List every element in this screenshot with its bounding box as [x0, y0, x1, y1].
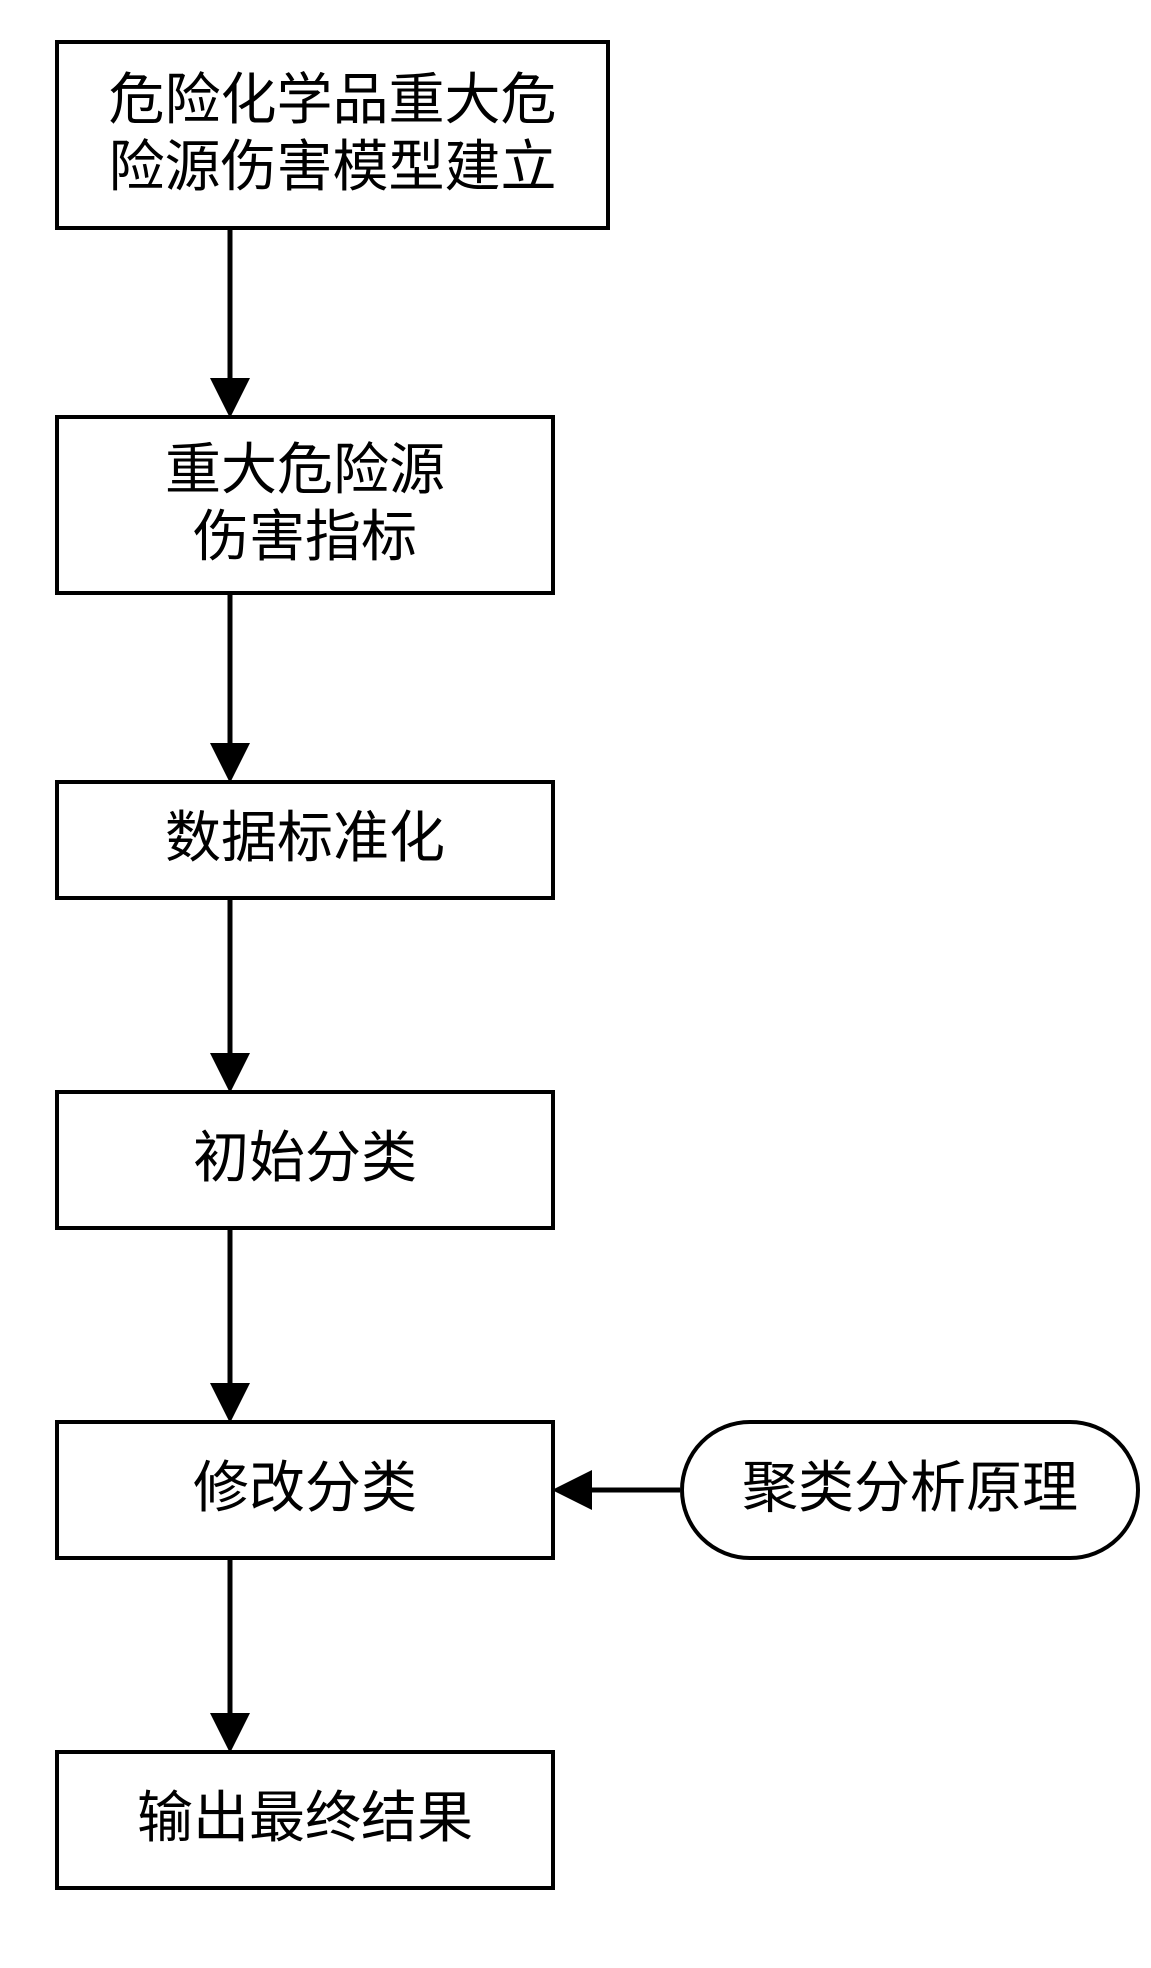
node-label: 初始分类	[193, 1126, 417, 1193]
node-output-result: 输出最终结果	[55, 1750, 555, 1890]
node-label: 修改分类	[193, 1456, 417, 1523]
node-modify-classification: 修改分类	[55, 1420, 555, 1560]
node-label: 数据标准化	[165, 806, 445, 873]
node-model-establishment: 危险化学品重大危险源伤害模型建立	[55, 40, 610, 230]
flowchart-canvas: 危险化学品重大危险源伤害模型建立 重大危险源伤害指标 数据标准化 初始分类 修改…	[0, 0, 1151, 1968]
node-initial-classification: 初始分类	[55, 1090, 555, 1230]
node-data-standardization: 数据标准化	[55, 780, 555, 900]
node-hazard-indicators: 重大危险源伤害指标	[55, 415, 555, 595]
node-cluster-analysis-principle: 聚类分析原理	[680, 1420, 1140, 1560]
node-label: 输出最终结果	[137, 1786, 473, 1853]
node-label: 重大危险源伤害指标	[165, 438, 445, 572]
node-label: 危险化学品重大危险源伤害模型建立	[109, 68, 557, 202]
node-label: 聚类分析原理	[742, 1456, 1078, 1523]
edge-n1-n2	[0, 0, 1151, 1968]
